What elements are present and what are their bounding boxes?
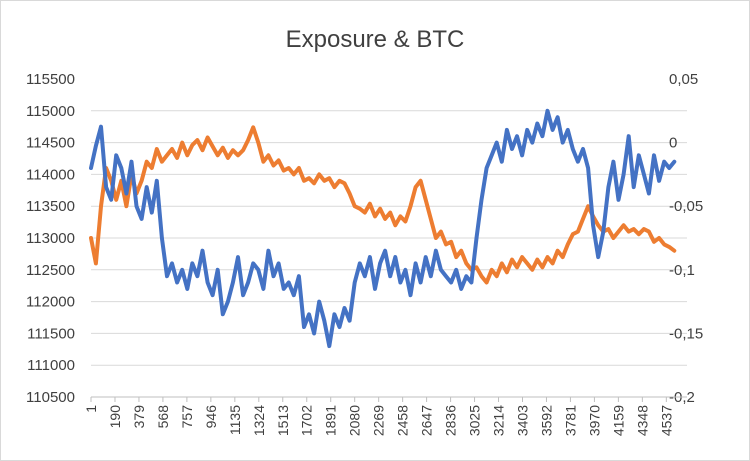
x-tick-label: 2458 xyxy=(395,405,411,436)
x-tick-label: 2836 xyxy=(443,405,459,436)
x-tick-label: 946 xyxy=(203,405,219,429)
x-tick-label: 1324 xyxy=(251,405,267,436)
x-tick-label: 3025 xyxy=(467,405,483,436)
x-tick-label: 4348 xyxy=(634,405,650,436)
left-axis-labels: 115500 115000 114500 114000 113500 113000 1125… xyxy=(26,71,75,406)
left-tick-label: 110500 xyxy=(26,389,75,406)
x-tick-label: 3214 xyxy=(491,405,507,436)
left-tick-label: 112000 xyxy=(26,294,75,311)
left-tick-label: 113000 xyxy=(26,230,75,247)
exposure-series-line xyxy=(89,125,677,285)
x-tick-label: 3781 xyxy=(562,405,578,436)
x-tick-label: 2647 xyxy=(419,405,435,436)
right-axis-labels: 0,050-0,05-0,1-0,15-0,2 xyxy=(669,71,703,406)
btc-series-line xyxy=(89,108,677,349)
chart-title: Exposure & BTC xyxy=(286,26,465,53)
left-tick-label: 114000 xyxy=(26,166,75,183)
x-tick-label: 1513 xyxy=(275,405,291,436)
left-tick-label: 112500 xyxy=(26,262,75,279)
x-tick-label: 2080 xyxy=(347,405,363,436)
left-tick-label: 114500 xyxy=(26,135,75,152)
x-tick-label: 1702 xyxy=(299,405,315,436)
x-tick-label: 757 xyxy=(179,405,195,429)
left-tick-label: 115500 xyxy=(26,71,75,88)
x-tick-label: 568 xyxy=(155,405,171,429)
x-tick-label: 190 xyxy=(107,405,123,429)
x-tick-label: 3592 xyxy=(538,405,554,436)
left-tick-label: 111500 xyxy=(27,325,75,342)
right-tick-label: -0,15 xyxy=(669,325,703,342)
x-tick-label: 3970 xyxy=(586,405,602,436)
x-tick-label: 2269 xyxy=(371,405,387,436)
left-tick-label: 115000 xyxy=(26,103,75,120)
x-tick-label: 1135 xyxy=(227,405,243,435)
x-tick-label: 3403 xyxy=(514,405,530,436)
right-tick-label: 0 xyxy=(669,135,677,152)
x-tick-label: 4537 xyxy=(658,405,674,436)
x-tick-label: 4159 xyxy=(610,405,626,436)
left-tick-label: 111000 xyxy=(27,357,75,374)
right-tick-label: -0,05 xyxy=(669,198,703,215)
x-tick-label: 1891 xyxy=(323,405,339,436)
x-axis-labels: 1 190 379 568 757 946 1135 1324 1513 1702 1891 2080… xyxy=(83,397,674,436)
left-tick-label: 113500 xyxy=(26,198,75,215)
series-group xyxy=(89,108,677,349)
x-tick-label: 1 xyxy=(83,405,99,413)
x-tick-label: 379 xyxy=(131,405,147,429)
right-tick-label: 0,05 xyxy=(669,71,698,88)
right-tick-label: -0,1 xyxy=(669,262,695,279)
